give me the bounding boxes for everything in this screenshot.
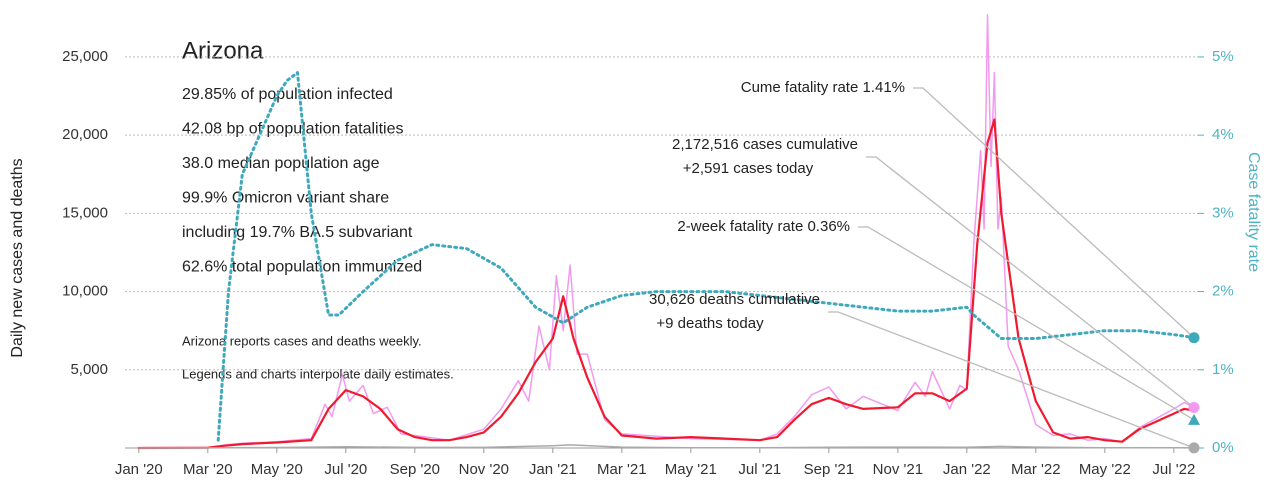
- annotation-text: 2-week fatality rate 0.36%: [677, 218, 850, 235]
- y-axis-label: Daily new cases and deaths: [9, 158, 26, 357]
- annotation-text: +2,591 cases today: [683, 160, 814, 177]
- end-marker: [1188, 401, 1200, 413]
- leader-line: [828, 311, 1195, 449]
- x-tick-label: Sep '20: [390, 461, 440, 478]
- annotation-text: 30,626 deaths cumulative: [649, 291, 820, 308]
- y2-tick-label: 3%: [1212, 204, 1234, 221]
- info-line: 62.6% total population immunized: [182, 259, 422, 276]
- info-line: 38.0 median population age: [182, 155, 380, 172]
- y-tick-label: 20,000: [62, 126, 108, 143]
- info-line: 29.85% of population infected: [182, 86, 393, 103]
- x-tick-label: Nov '21: [873, 461, 923, 478]
- y2-tick-label: 4%: [1212, 126, 1234, 143]
- leader-line: [866, 156, 1195, 408]
- annotation-text: Cume fatality rate 1.41%: [741, 79, 905, 96]
- series-line: [138, 444, 1196, 449]
- x-tick-label: Jul '22: [1152, 461, 1195, 478]
- note-line: Arizona reports cases and deaths weekly.: [182, 333, 422, 348]
- y2-tick-label: 1%: [1212, 361, 1234, 378]
- x-tick-label: Jul '20: [324, 461, 367, 478]
- x-tick-label: Mar '20: [183, 461, 233, 478]
- x-tick-label: Jan '22: [943, 461, 991, 478]
- y2-tick-label: 2%: [1212, 283, 1234, 300]
- y-tick-label: 5,000: [70, 361, 108, 378]
- series-line: [216, 71, 1196, 442]
- end-marker: [1188, 332, 1200, 344]
- x-tick-label: Jan '21: [529, 461, 577, 478]
- x-tick-label: May '20: [251, 461, 303, 478]
- info-line: 42.08 bp of population fatalities: [182, 121, 404, 138]
- x-tick-label: Jul '21: [738, 461, 781, 478]
- leader-line: [913, 87, 1195, 339]
- y-tick-label: 25,000: [62, 48, 108, 65]
- x-tick-label: Nov '20: [459, 461, 509, 478]
- y-tick-label: 10,000: [62, 283, 108, 300]
- info-line: 99.9% Omicron variant share: [182, 190, 389, 207]
- x-tick-label: May '22: [1079, 461, 1131, 478]
- annotation-text: +9 deaths today: [656, 315, 764, 332]
- y2-axis-label: Case fatality rate: [1245, 152, 1262, 272]
- x-tick-label: May '21: [665, 461, 717, 478]
- note-line: Legends and charts interpolate daily est…: [182, 366, 454, 381]
- y2-tick-label: 0%: [1212, 439, 1234, 456]
- y-tick-label: 15,000: [62, 204, 108, 221]
- x-tick-label: Jan '20: [115, 461, 163, 478]
- series-line: [137, 118, 1196, 450]
- chart-title: Arizona: [182, 37, 264, 64]
- x-tick-label: Mar '22: [1011, 461, 1061, 478]
- end-marker: [1188, 413, 1200, 425]
- x-tick-label: Sep '21: [804, 461, 854, 478]
- info-line: including 19.7% BA.5 subvariant: [182, 224, 413, 241]
- annotation-text: 2,172,516 cases cumulative: [672, 136, 858, 153]
- x-tick-label: Mar '21: [597, 461, 647, 478]
- y2-tick-label: 5%: [1212, 48, 1234, 65]
- end-marker: [1188, 442, 1200, 454]
- leader-line: [858, 226, 1195, 421]
